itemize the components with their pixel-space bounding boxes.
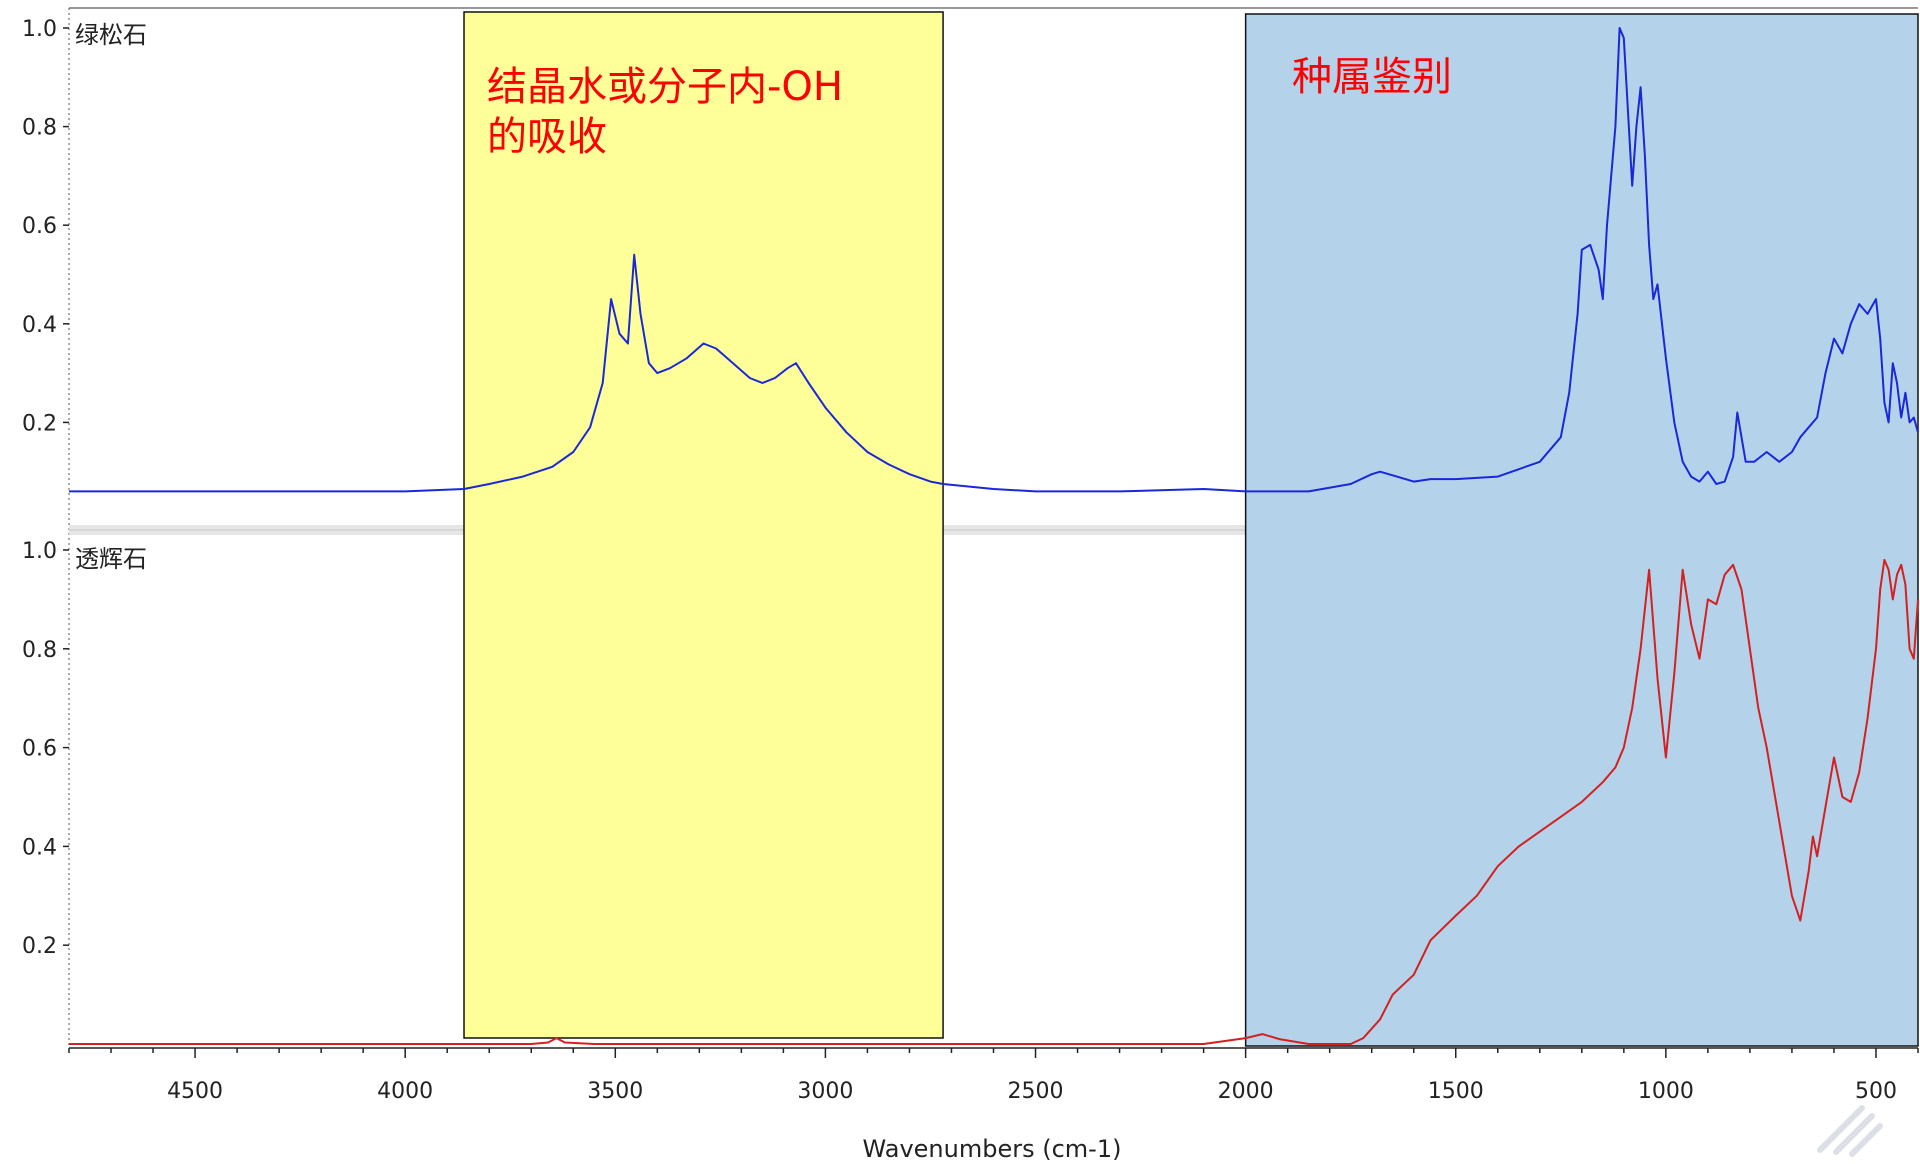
region-1 <box>463 11 944 1039</box>
y-tick-label: 1.0 <box>22 17 57 42</box>
region-1-label-line2: 的吸收 <box>487 114 607 160</box>
region-2-label: 种属鉴别 <box>1292 54 1452 100</box>
highlight-regions <box>463 11 1919 1047</box>
x-tick-label: 1500 <box>1428 1079 1484 1104</box>
y-tick-label: 0.8 <box>22 638 57 663</box>
series-line-2 <box>69 558 1919 1045</box>
y-tick-label: 1.0 <box>22 539 57 564</box>
y-tick-label: 0.6 <box>22 737 57 762</box>
region-2 <box>1244 13 1919 1047</box>
y-tick-label: 0.4 <box>22 835 57 860</box>
x-tick-label: 3000 <box>797 1079 853 1104</box>
x-tick-label: 1000 <box>1638 1079 1694 1104</box>
y-tick-label: 0.6 <box>22 214 57 239</box>
x-tick-label: 3500 <box>587 1079 643 1104</box>
x-axis: 4500 4000 3500 3000 2500 2000 1500 1000 500 <box>68 1048 1919 1104</box>
x-tick-label: 2500 <box>1008 1079 1064 1104</box>
x-tick-label: 500 <box>1855 1079 1897 1104</box>
x-axis-title: Wavenumbers (cm-1) <box>863 1135 1122 1163</box>
watermark-logo <box>1817 1105 1883 1157</box>
panel-2: 0.2 0.4 0.6 0.8 1.0 透辉石 <box>22 539 1919 1045</box>
y-tick-label: 0.2 <box>22 934 57 959</box>
panel-1: 0.2 0.4 0.6 0.8 1.0 绿松石 <box>22 17 1919 493</box>
region-1-label: 结晶水或分子内-OH <box>487 64 843 110</box>
y-tick-label: 0.4 <box>22 313 57 338</box>
y-tick-label: 0.8 <box>22 116 57 141</box>
y-tick-label: 0.2 <box>22 411 57 436</box>
panel-name-label: 绿松石 <box>75 21 147 49</box>
series-line-1 <box>69 27 1919 493</box>
spectrum-panels: 0.2 0.4 0.6 0.8 1.0 绿松石 0.2 0.4 0.6 0.8 1.0 透辉石 <box>22 17 1919 1045</box>
x-tick-label: 4000 <box>377 1079 433 1104</box>
x-tick-label: 2000 <box>1218 1079 1274 1104</box>
panel-name-label: 透辉石 <box>75 545 147 573</box>
x-tick-label: 4500 <box>167 1079 223 1104</box>
